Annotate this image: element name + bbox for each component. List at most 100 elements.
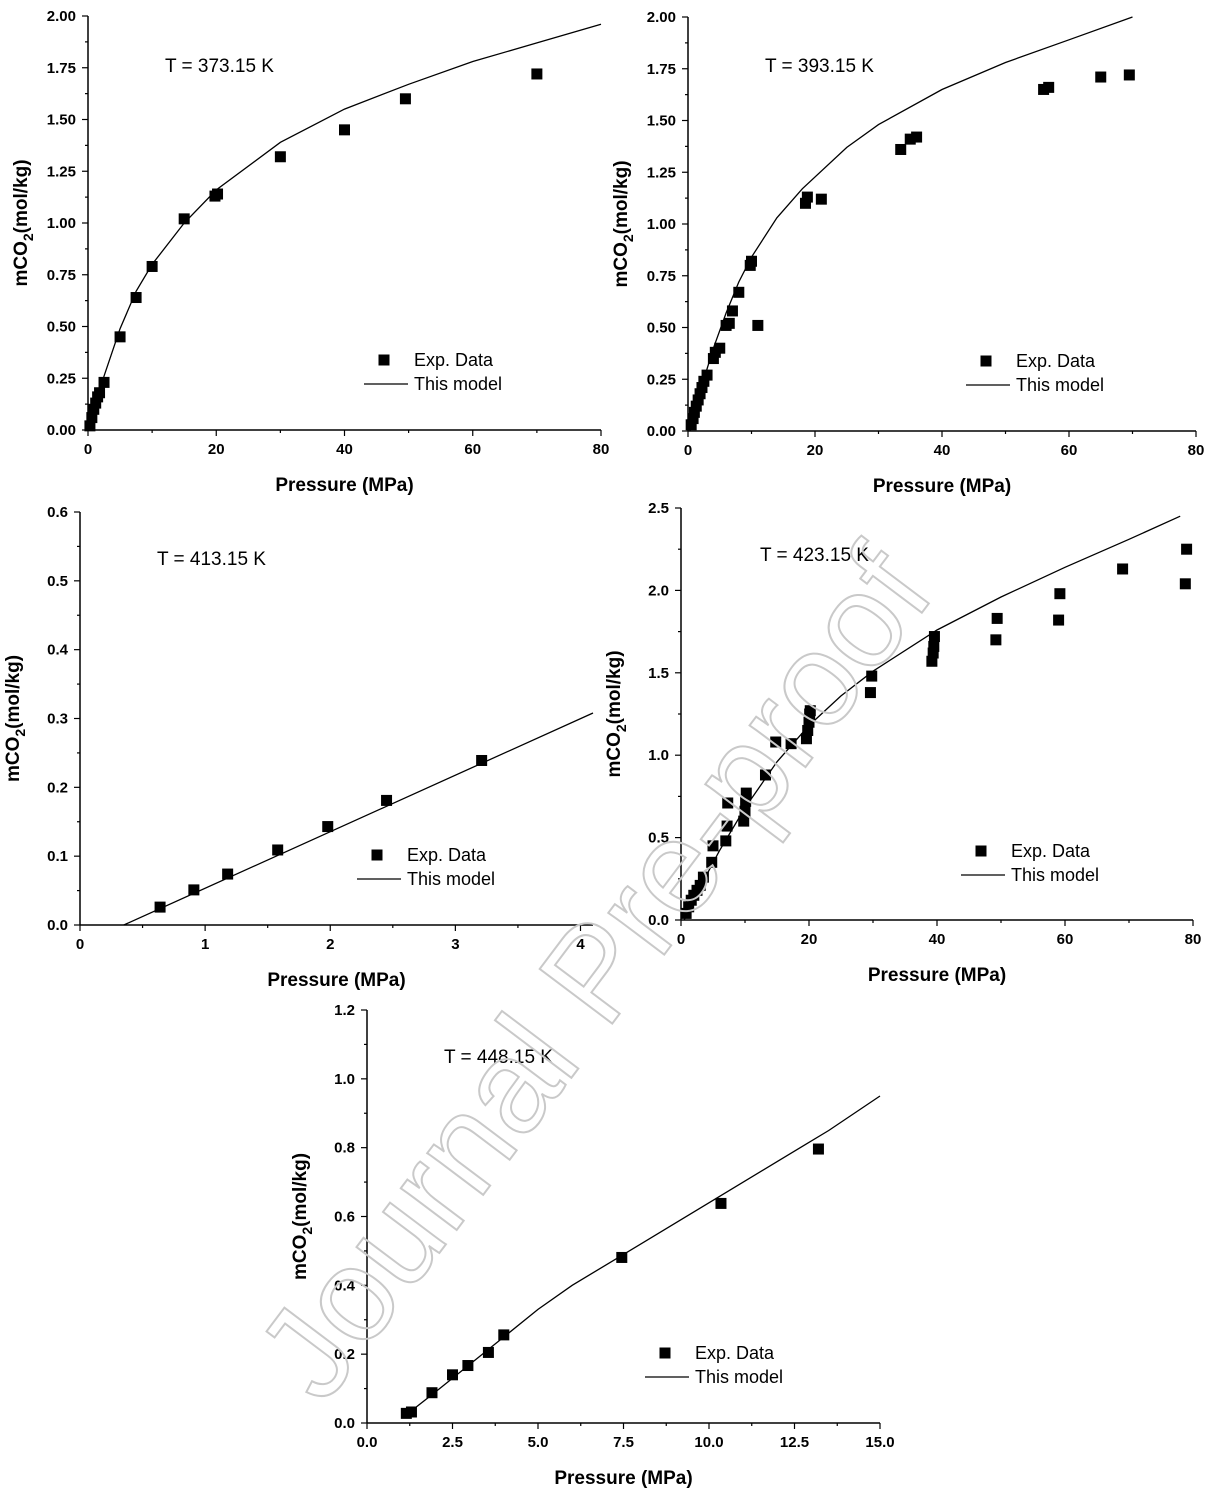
data-point [114, 331, 126, 343]
legend-label-model: This model [414, 374, 502, 394]
x-tick-label: 60 [1057, 931, 1074, 948]
x-axis-title: Pressure (MPa) [873, 476, 1011, 497]
y-tick-label: 0.6 [47, 504, 68, 521]
y-axis-title: mCO2(mol/kg) [3, 655, 28, 782]
legend-marker-exp [378, 354, 390, 366]
data-point [88, 403, 100, 415]
data-point [722, 797, 734, 809]
data-point [991, 612, 1003, 624]
y-tick-label: 0.00 [647, 423, 676, 440]
x-tick-label: 20 [208, 441, 225, 458]
legend-label-exp: Exp. Data [1016, 351, 1096, 371]
x-tick-label: 60 [464, 441, 481, 458]
x-tick-label: 80 [1188, 442, 1205, 459]
y-tick-label: 0.0 [648, 912, 669, 929]
data-point [800, 733, 812, 745]
data-point [707, 840, 719, 852]
y-tick-label: 0.2 [47, 779, 68, 796]
data-point [86, 412, 98, 424]
data-point [498, 1329, 510, 1341]
model-line [404, 1095, 881, 1417]
legend-label-exp: Exp. Data [407, 845, 487, 865]
y-tick-label: 0.50 [647, 320, 676, 337]
y-tick-label: 2.0 [648, 582, 669, 599]
y-tick-label: 0.25 [647, 371, 676, 388]
y-tick-label: 1.25 [47, 163, 76, 180]
y-tick-label: 1.00 [647, 216, 676, 233]
data-point [680, 907, 692, 919]
data-point [531, 68, 543, 80]
chart-panel-413K: 0 1 2 3 4 0.0 0.1 0.2 0.3 0.4 0.5 0.6 Pressure (MPa)… [3, 504, 594, 991]
y-tick-label: 1.75 [47, 60, 76, 77]
y-tick-label: 0.0 [334, 1415, 355, 1432]
y-tick-label: 2.00 [647, 9, 676, 26]
legend-label-model: This model [1016, 375, 1104, 395]
x-tick-label: 80 [593, 441, 610, 458]
y-tick-label: 0.3 [47, 711, 68, 728]
y-tick-label: 1.25 [647, 164, 676, 181]
x-axis-title: Pressure (MPa) [267, 970, 405, 991]
y-tick-label: 0.25 [47, 370, 76, 387]
data-point [721, 820, 733, 832]
x-tick-label: 40 [934, 442, 951, 459]
data-point [785, 738, 797, 750]
temperature-annotation: T = 373.15 K [165, 56, 274, 77]
x-tick-label: 40 [336, 441, 353, 458]
y-axis-title: mCO2(mol/kg) [604, 650, 629, 777]
data-point [799, 197, 811, 209]
data-point [927, 647, 939, 659]
x-tick-label: 2 [326, 936, 334, 953]
y-tick-label: 2.5 [648, 500, 669, 517]
data-point [740, 795, 752, 807]
legend-label-model: This model [695, 1367, 783, 1387]
data-point [1043, 81, 1055, 93]
data-point [322, 821, 334, 833]
y-tick-label: 1.75 [647, 61, 676, 78]
data-point [98, 376, 110, 388]
data-point [866, 670, 878, 682]
legend: Exp. Data This model [364, 350, 502, 394]
data-point [178, 213, 190, 225]
data-point [616, 1251, 628, 1263]
temperature-annotation: T = 393.15 K [765, 56, 874, 77]
y-tick-label: 1.0 [334, 1071, 355, 1088]
legend-marker-exp [975, 845, 987, 857]
legend-label-model: This model [407, 869, 495, 889]
data-point [1054, 588, 1066, 600]
data-point [733, 286, 745, 298]
data-point [694, 879, 706, 891]
legend: Exp. Data This model [357, 845, 495, 889]
x-tick-label: 12.5 [780, 1434, 809, 1451]
data-point [1179, 578, 1191, 590]
data-point [154, 901, 166, 913]
y-tick-label: 0.5 [648, 830, 669, 847]
data-point [697, 871, 709, 883]
y-tick-label: 0.1 [47, 848, 68, 865]
model-line [89, 23, 602, 431]
y-tick-label: 0.6 [334, 1209, 355, 1226]
data-point [1123, 69, 1135, 81]
data-point [738, 815, 750, 827]
x-tick-label: 0.0 [357, 1434, 378, 1451]
legend-marker-exp [659, 1347, 671, 1359]
data-point [803, 716, 815, 728]
y-tick-label: 0.00 [47, 422, 76, 439]
y-tick-label: 0.50 [47, 319, 76, 336]
x-tick-label: 40 [929, 931, 946, 948]
data-point [447, 1369, 458, 1381]
x-tick-label: 4 [576, 936, 585, 953]
y-tick-label: 0.0 [47, 917, 68, 934]
data-point [476, 754, 488, 766]
data-point [990, 634, 1002, 646]
x-tick-label: 80 [1185, 931, 1202, 948]
data-point [911, 131, 923, 143]
data-point [146, 260, 158, 272]
data-point [715, 1197, 727, 1209]
legend: Exp. Data This model [961, 841, 1099, 885]
y-tick-label: 0.5 [47, 573, 68, 590]
x-tick-label: 60 [1061, 442, 1078, 459]
y-axis-title: mCO2(mol/kg) [290, 1153, 315, 1280]
data-point [1095, 71, 1107, 83]
chart-panel-423K: 0 20 40 60 80 0.0 0.5 1.0 1.5 2.0 2.5 Pressure (MPa… [604, 500, 1201, 986]
